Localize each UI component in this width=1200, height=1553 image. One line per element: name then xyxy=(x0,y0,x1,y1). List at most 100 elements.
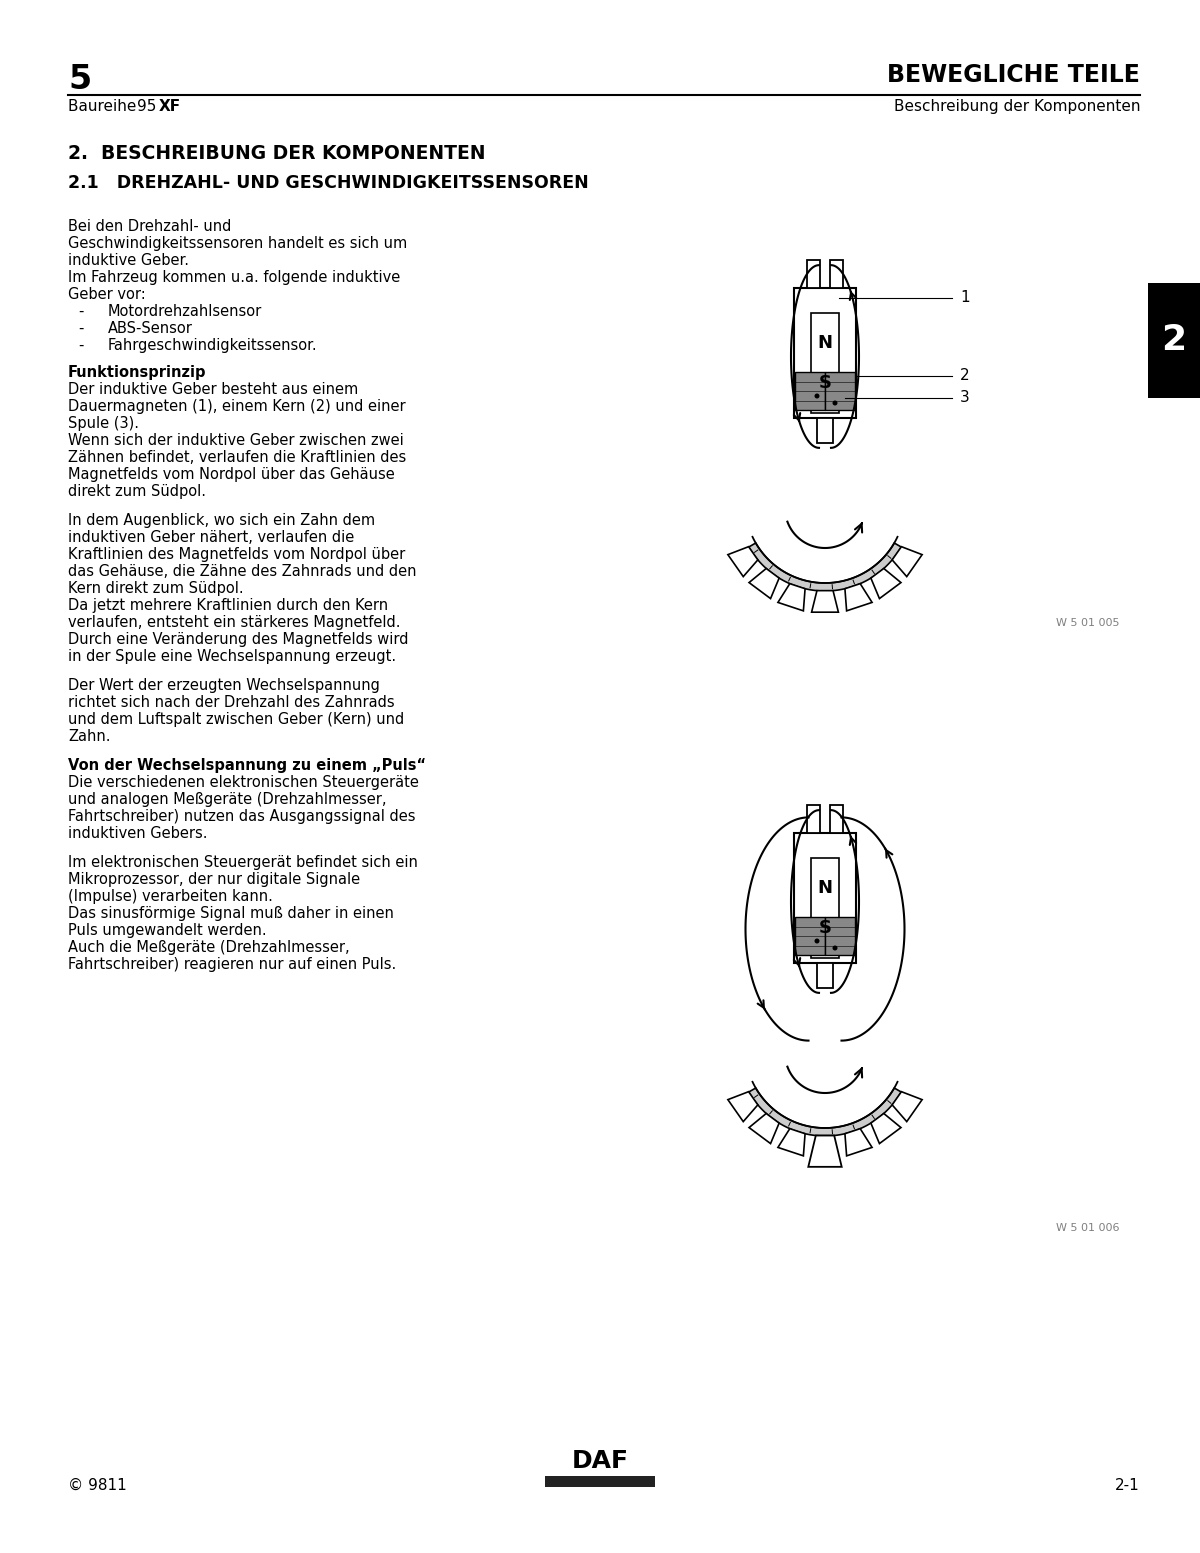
Polygon shape xyxy=(749,1089,901,1135)
Text: Kraftlinien des Magnetfelds vom Nordpol über: Kraftlinien des Magnetfelds vom Nordpol … xyxy=(68,547,406,562)
Text: induktiven Gebers.: induktiven Gebers. xyxy=(68,826,208,842)
Text: ABS-Sensor: ABS-Sensor xyxy=(108,321,193,335)
Text: (Impulse) verarbeiten kann.: (Impulse) verarbeiten kann. xyxy=(68,888,272,904)
Circle shape xyxy=(833,401,838,405)
Text: 2.1   DREHZAHL- UND GESCHWINDIGKEITSSENSOREN: 2.1 DREHZAHL- UND GESCHWINDIGKEITSSENSOR… xyxy=(68,174,589,193)
Text: Puls umgewandelt werden.: Puls umgewandelt werden. xyxy=(68,922,266,938)
Bar xyxy=(796,373,826,410)
Text: Spule (3).: Spule (3). xyxy=(68,416,139,432)
Text: induktive Geber.: induktive Geber. xyxy=(68,253,190,269)
Polygon shape xyxy=(845,584,872,610)
Text: BEWEGLICHE TEILE: BEWEGLICHE TEILE xyxy=(887,64,1140,87)
Text: -: - xyxy=(78,304,83,318)
Text: 3: 3 xyxy=(960,390,970,405)
Polygon shape xyxy=(749,544,901,592)
Text: DAF: DAF xyxy=(571,1449,629,1472)
Text: Im Fahrzeug kommen u.a. folgende induktive: Im Fahrzeug kommen u.a. folgende indukti… xyxy=(68,270,401,286)
Text: direkt zum Südpol.: direkt zum Südpol. xyxy=(68,485,206,499)
Bar xyxy=(826,916,854,955)
Polygon shape xyxy=(871,1114,901,1143)
Text: 2: 2 xyxy=(960,368,970,384)
Text: Von der Wechselspannung zu einem „Puls“: Von der Wechselspannung zu einem „Puls“ xyxy=(68,758,426,773)
Bar xyxy=(811,314,839,413)
Text: 2.  BESCHREIBUNG DER KOMPONENTEN: 2. BESCHREIBUNG DER KOMPONENTEN xyxy=(68,144,486,163)
Text: Auch die Meßgeräte (Drehzahlmesser,: Auch die Meßgeräte (Drehzahlmesser, xyxy=(68,940,349,955)
Polygon shape xyxy=(811,1135,839,1157)
Text: in der Spule eine Wechselspannung erzeugt.: in der Spule eine Wechselspannung erzeug… xyxy=(68,649,396,665)
Polygon shape xyxy=(728,547,758,576)
Text: Geber vor:: Geber vor: xyxy=(68,287,145,301)
Text: verlaufen, entsteht ein stärkeres Magnetfeld.: verlaufen, entsteht ein stärkeres Magnet… xyxy=(68,615,401,631)
Bar xyxy=(1148,283,1200,398)
Text: -: - xyxy=(78,321,83,335)
Polygon shape xyxy=(845,1129,872,1155)
Bar xyxy=(817,418,833,443)
Text: S: S xyxy=(818,919,832,936)
Polygon shape xyxy=(778,1129,805,1155)
Text: N: N xyxy=(817,879,833,898)
Text: richtet sich nach der Drehzahl des Zahnrads: richtet sich nach der Drehzahl des Zahnr… xyxy=(68,696,395,710)
Text: Fahrtschreiber) reagieren nur auf einen Puls.: Fahrtschreiber) reagieren nur auf einen … xyxy=(68,957,396,972)
Text: Wenn sich der induktive Geber zwischen zwei: Wenn sich der induktive Geber zwischen z… xyxy=(68,433,403,447)
Text: © 9811: © 9811 xyxy=(68,1477,127,1492)
Text: XF: XF xyxy=(158,99,181,113)
Circle shape xyxy=(815,938,820,944)
Text: Da jetzt mehrere Kraftlinien durch den Kern: Da jetzt mehrere Kraftlinien durch den K… xyxy=(68,598,388,613)
Text: Beschreibung der Komponenten: Beschreibung der Komponenten xyxy=(894,99,1140,113)
Text: 2: 2 xyxy=(1162,323,1187,357)
Bar xyxy=(796,916,826,955)
Text: Dauermagneten (1), einem Kern (2) und einer: Dauermagneten (1), einem Kern (2) und ei… xyxy=(68,399,406,415)
Bar xyxy=(826,373,854,410)
Text: Zähnen befindet, verlaufen die Kraftlinien des: Zähnen befindet, verlaufen die Kraftlini… xyxy=(68,450,407,464)
Polygon shape xyxy=(778,584,805,610)
Text: Der Wert der erzeugten Wechselspannung: Der Wert der erzeugten Wechselspannung xyxy=(68,679,380,693)
Circle shape xyxy=(833,946,838,950)
Text: 1: 1 xyxy=(960,290,970,306)
Text: S: S xyxy=(818,374,832,391)
Text: Geschwindigkeitssensoren handelt es sich um: Geschwindigkeitssensoren handelt es sich… xyxy=(68,236,407,252)
Text: induktiven Geber nähert, verlaufen die: induktiven Geber nähert, verlaufen die xyxy=(68,530,354,545)
Text: 95: 95 xyxy=(137,99,156,113)
Text: Fahrtschreiber) nutzen das Ausgangssignal des: Fahrtschreiber) nutzen das Ausgangssigna… xyxy=(68,809,415,825)
Polygon shape xyxy=(728,1092,758,1121)
Text: und dem Luftspalt zwischen Geber (Kern) und: und dem Luftspalt zwischen Geber (Kern) … xyxy=(68,711,404,727)
Text: und analogen Meßgeräte (Drehzahlmesser,: und analogen Meßgeräte (Drehzahlmesser, xyxy=(68,792,386,808)
Text: Der induktive Geber besteht aus einem: Der induktive Geber besteht aus einem xyxy=(68,382,359,398)
Text: Motordrehzahlsensor: Motordrehzahlsensor xyxy=(108,304,263,318)
Bar xyxy=(817,963,833,988)
Text: das Gehäuse, die Zähne des Zahnrads und den: das Gehäuse, die Zähne des Zahnrads und … xyxy=(68,564,416,579)
Text: W 5 01 006: W 5 01 006 xyxy=(1056,1224,1120,1233)
Text: Baureihe: Baureihe xyxy=(68,99,142,113)
FancyBboxPatch shape xyxy=(794,832,856,963)
Polygon shape xyxy=(811,590,839,612)
Text: Funktionsprinzip: Funktionsprinzip xyxy=(68,365,206,380)
Bar xyxy=(830,259,842,287)
Text: N: N xyxy=(817,334,833,353)
Text: -: - xyxy=(78,339,83,353)
Text: W 5 01 005: W 5 01 005 xyxy=(1056,618,1120,627)
Polygon shape xyxy=(892,547,922,576)
Bar xyxy=(830,804,842,832)
Polygon shape xyxy=(749,1114,779,1143)
Text: Mikroprozessor, der nur digitale Signale: Mikroprozessor, der nur digitale Signale xyxy=(68,871,360,887)
Text: Kern direkt zum Südpol.: Kern direkt zum Südpol. xyxy=(68,581,244,596)
Polygon shape xyxy=(809,1135,841,1166)
Bar xyxy=(545,1475,655,1488)
Text: Das sinusförmige Signal muß daher in einen: Das sinusförmige Signal muß daher in ein… xyxy=(68,905,394,921)
Text: Magnetfelds vom Nordpol über das Gehäuse: Magnetfelds vom Nordpol über das Gehäuse xyxy=(68,467,395,481)
Text: Zahn.: Zahn. xyxy=(68,728,110,744)
Text: Fahrgeschwindigkeitssensor.: Fahrgeschwindigkeitssensor. xyxy=(108,339,318,353)
Bar xyxy=(808,259,820,287)
Polygon shape xyxy=(749,568,779,598)
Text: Im elektronischen Steuergerät befindet sich ein: Im elektronischen Steuergerät befindet s… xyxy=(68,856,418,870)
Text: 2-1: 2-1 xyxy=(1115,1477,1140,1492)
Polygon shape xyxy=(892,1092,922,1121)
Text: Die verschiedenen elektronischen Steuergeräte: Die verschiedenen elektronischen Steuerg… xyxy=(68,775,419,790)
Text: In dem Augenblick, wo sich ein Zahn dem: In dem Augenblick, wo sich ein Zahn dem xyxy=(68,512,376,528)
Text: 5: 5 xyxy=(68,64,91,96)
FancyBboxPatch shape xyxy=(794,287,856,418)
Bar xyxy=(811,857,839,958)
Circle shape xyxy=(815,393,820,399)
Bar xyxy=(808,804,820,832)
Polygon shape xyxy=(871,568,901,598)
